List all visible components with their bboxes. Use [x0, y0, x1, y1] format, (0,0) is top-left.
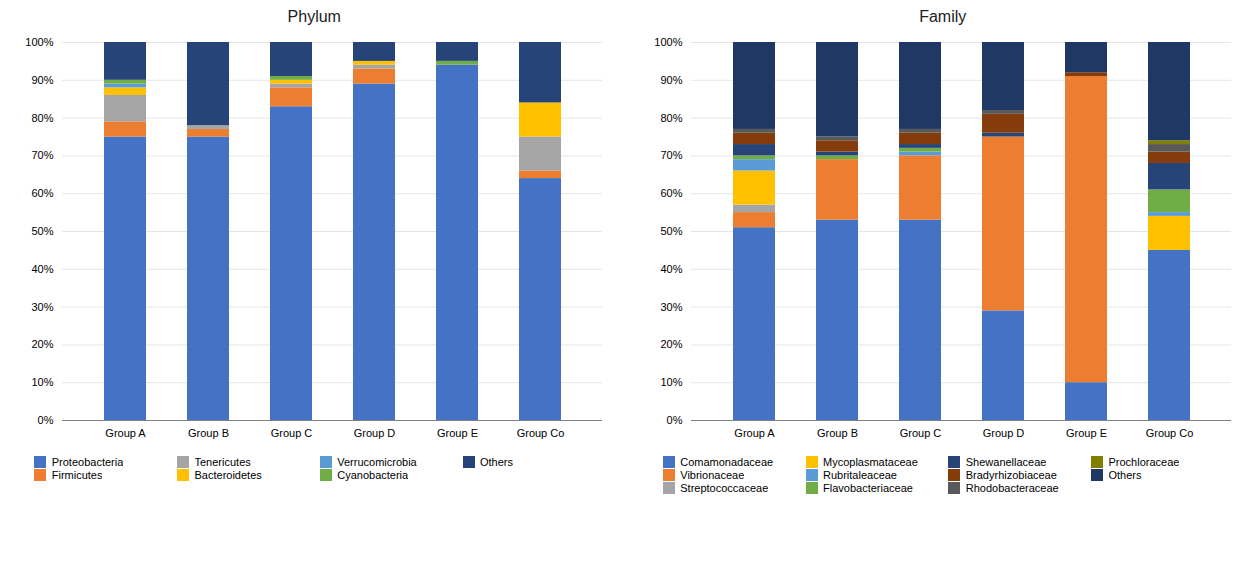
- html-text:Prochloraceae: Prochloraceae: [1108, 456, 1180, 468]
- svg-text:20%: 20%: [660, 338, 682, 350]
- svg-text:90%: 90%: [660, 74, 682, 86]
- html-text:Others: Others: [1108, 469, 1142, 481]
- html-text:Shewanellaceae: Shewanellaceae: [965, 456, 1047, 468]
- svg-text:0%: 0%: [38, 414, 54, 426]
- svg-text:80%: 80%: [660, 112, 682, 124]
- svg-text:Group D: Group D: [982, 427, 1024, 439]
- html-text:Comamonadaceae: Comamonadaceae: [680, 456, 774, 468]
- html-text:Phylum: Phylum: [287, 8, 341, 25]
- svg-text:0%: 0%: [666, 414, 682, 426]
- svg-text:40%: 40%: [32, 263, 54, 275]
- svg-text:Group C: Group C: [271, 427, 313, 439]
- svg-text:Group A: Group A: [106, 427, 147, 439]
- svg-text:Group E: Group E: [437, 427, 478, 439]
- svg-text:30%: 30%: [32, 301, 54, 313]
- svg-text:Group D: Group D: [354, 427, 396, 439]
- html-text:Flavobacteriaceae: Flavobacteriaceae: [823, 482, 913, 494]
- svg-text:Group E: Group E: [1066, 427, 1107, 439]
- html-text:Others: Others: [480, 456, 513, 468]
- html-text:Streptococcaceae: Streptococcaceae: [680, 482, 769, 494]
- svg-text:90%: 90%: [32, 74, 54, 86]
- html-text:Bradyrhizobiaceae: Bradyrhizobiaceae: [965, 469, 1057, 481]
- svg-text:Group A: Group A: [734, 427, 775, 439]
- svg-text:30%: 30%: [660, 301, 682, 313]
- html-text:Firmicutes: Firmicutes: [51, 469, 103, 481]
- svg-text:Group Co: Group Co: [1145, 427, 1193, 439]
- html-text:Proteobacteria: Proteobacteria: [51, 456, 124, 468]
- svg-text:40%: 40%: [660, 263, 682, 275]
- svg-text:Group C: Group C: [899, 427, 941, 439]
- svg-text:70%: 70%: [32, 149, 54, 161]
- svg-text:100%: 100%: [26, 36, 54, 48]
- svg-text:80%: 80%: [32, 112, 54, 124]
- svg-text:50%: 50%: [660, 225, 682, 237]
- svg-text:10%: 10%: [660, 376, 682, 388]
- svg-text:20%: 20%: [32, 338, 54, 350]
- html-text:Family: Family: [919, 8, 967, 25]
- svg-text:100%: 100%: [654, 36, 682, 48]
- svg-text:60%: 60%: [32, 187, 54, 199]
- html-text:Rubritaleaceae: Rubritaleaceae: [823, 469, 897, 481]
- html-text:Mycoplasmataceae: Mycoplasmataceae: [823, 456, 918, 468]
- svg-text:Group B: Group B: [817, 427, 858, 439]
- html-text:Vibrionaceae: Vibrionaceae: [680, 469, 745, 481]
- svg-text:60%: 60%: [660, 187, 682, 199]
- html-text:Bacteroidetes: Bacteroidetes: [194, 469, 262, 481]
- svg-text:70%: 70%: [660, 149, 682, 161]
- html-text:Rhodobacteraceae: Rhodobacteraceae: [965, 482, 1059, 494]
- svg-text:Group Co: Group Co: [517, 427, 565, 439]
- svg-text:Group B: Group B: [188, 427, 229, 439]
- html-text:Cyanobacteria: Cyanobacteria: [337, 469, 409, 481]
- svg-text:10%: 10%: [32, 376, 54, 388]
- html-text:Tenericutes: Tenericutes: [194, 456, 251, 468]
- svg-text:50%: 50%: [32, 225, 54, 237]
- html-text:Verrucomicrobia: Verrucomicrobia: [337, 456, 417, 468]
